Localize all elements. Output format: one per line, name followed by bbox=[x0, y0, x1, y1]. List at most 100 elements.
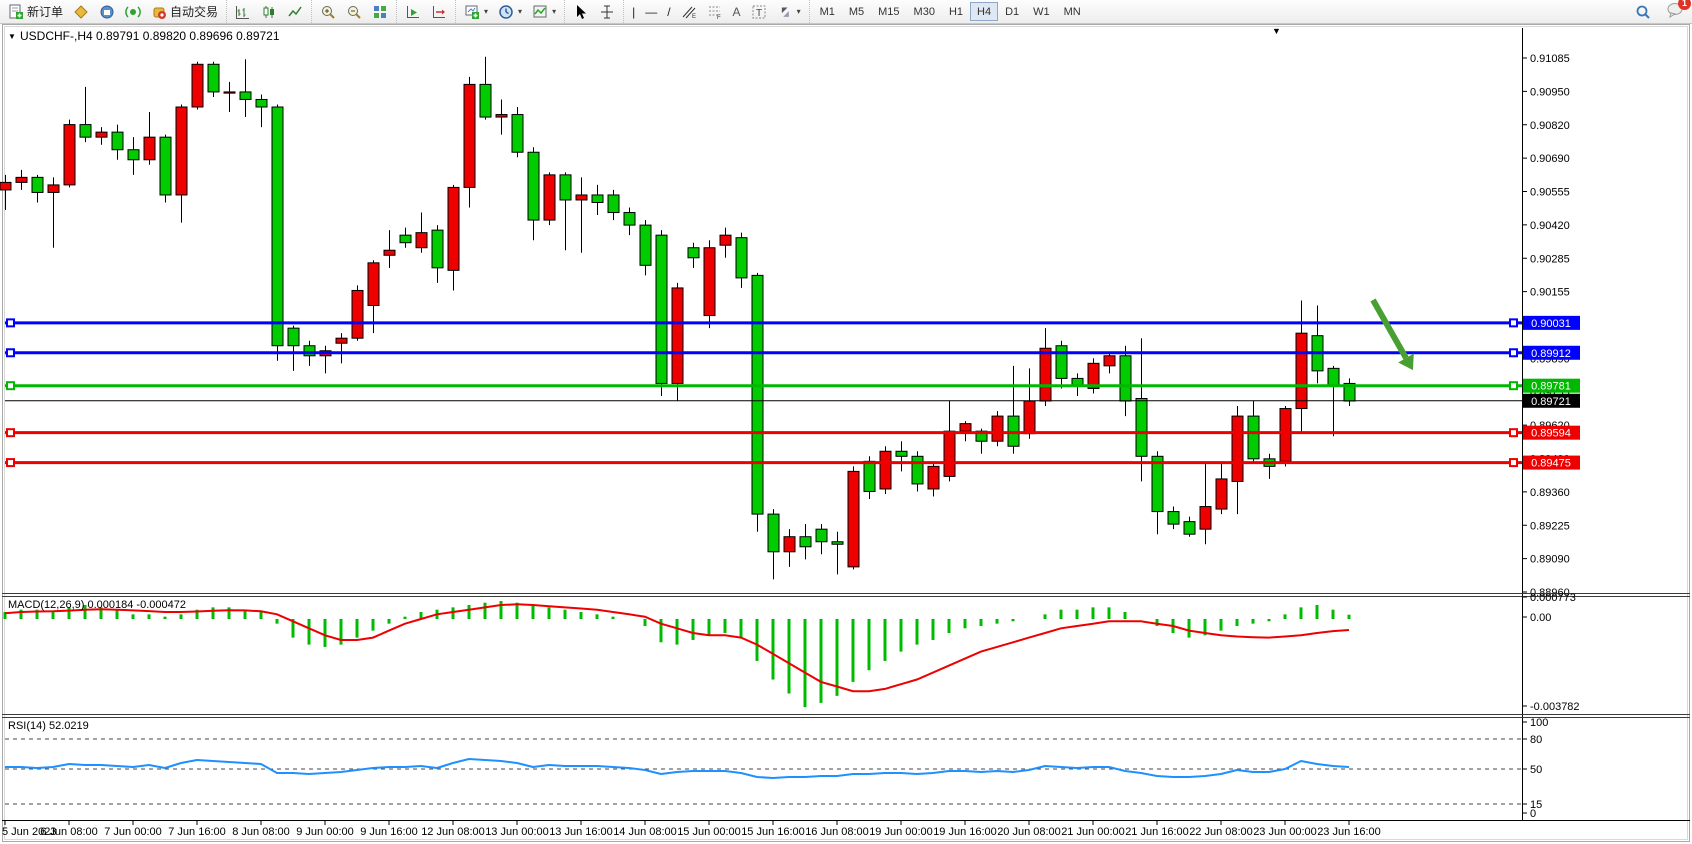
auto-scroll-button[interactable] bbox=[400, 2, 426, 21]
time-tick-label: 23 Jun 16:00 bbox=[1317, 826, 1381, 838]
line-chart-button[interactable] bbox=[282, 2, 308, 21]
timeframe-h1-button[interactable]: H1 bbox=[942, 2, 970, 21]
bar-chart-icon bbox=[236, 5, 250, 19]
candle-bearish bbox=[31, 176, 44, 193]
metaeditor-button[interactable] bbox=[94, 2, 120, 21]
time-tick-label: 19 Jun 16:00 bbox=[933, 826, 997, 838]
candle-bullish bbox=[223, 91, 236, 94]
horizontal-line-object[interactable]: 0.89475 bbox=[5, 455, 1580, 470]
horizontal-line-object[interactable]: 0.89594 bbox=[5, 425, 1580, 440]
arrow-object[interactable] bbox=[1370, 298, 1414, 371]
time-tick-label: 16 Jun 08:00 bbox=[805, 826, 869, 838]
search-button[interactable] bbox=[1630, 2, 1656, 21]
line-handle bbox=[1509, 458, 1518, 468]
new-chart-button[interactable]: ▾ bbox=[459, 2, 493, 21]
pane-separator[interactable] bbox=[2, 593, 1690, 597]
timeframe-m5-button[interactable]: M5 bbox=[842, 2, 871, 21]
candle-bearish bbox=[975, 430, 988, 442]
channel-button[interactable]: E bbox=[676, 2, 702, 21]
time-tick-label: 5 Jun 2023 bbox=[2, 826, 56, 838]
market-button[interactable] bbox=[68, 2, 94, 21]
dropdown-arrow-icon: ▾ bbox=[796, 7, 801, 16]
toolbar-group-timeframes: M1 M5 M15 M30 H1 H4 D1 W1 MN bbox=[808, 0, 1091, 23]
horizontal-line-object[interactable]: 0.89912 bbox=[5, 345, 1580, 360]
autotrading-icon bbox=[153, 7, 167, 19]
timeframe-mn-button[interactable]: MN bbox=[1057, 2, 1088, 21]
candle-bearish bbox=[687, 247, 700, 259]
line-handle bbox=[6, 348, 15, 358]
time-tick-label: 7 Jun 00:00 bbox=[104, 826, 162, 838]
timeframe-h4-button[interactable]: H4 bbox=[970, 2, 999, 21]
bid-price-badge-label: 0.89721 bbox=[1531, 396, 1571, 408]
time-tick-label: 15 Jun 00:00 bbox=[677, 826, 741, 838]
indicators-button[interactable]: ▾ bbox=[527, 2, 561, 21]
horizontal-line-object[interactable]: 0.89781 bbox=[5, 378, 1580, 393]
timeframe-m1-button[interactable]: M1 bbox=[813, 2, 842, 21]
rsi-axis-label: 50 bbox=[1530, 764, 1542, 776]
chat-button[interactable]: 1 bbox=[1666, 0, 1691, 21]
timeframe-m30-button[interactable]: M30 bbox=[907, 2, 942, 21]
chart-shift-marker-icon: ▼ bbox=[1272, 26, 1281, 36]
candle-bullish bbox=[575, 194, 588, 201]
zoom-out-button[interactable] bbox=[341, 2, 367, 21]
metaeditor-icon bbox=[100, 5, 114, 18]
time-tick-label: 22 Jun 08:00 bbox=[1189, 826, 1253, 838]
candle-bullish bbox=[143, 136, 156, 161]
price-line-badge bbox=[1523, 345, 1580, 360]
vertical-line-button[interactable]: | bbox=[627, 2, 640, 21]
toolbar-group-zoom bbox=[311, 0, 396, 23]
trendline-button[interactable]: / bbox=[662, 2, 675, 21]
price-line-badge-label: 0.89912 bbox=[1531, 348, 1571, 360]
chart-title: ▼ USDCHF-,H4 0.89791 0.89820 0.89696 0.89… bbox=[8, 26, 1281, 43]
dropdown-arrow-icon: ▾ bbox=[552, 7, 557, 16]
candle-bullish bbox=[351, 289, 364, 339]
signals-button[interactable] bbox=[120, 2, 146, 21]
timeframe-m15-button[interactable]: M15 bbox=[871, 2, 906, 21]
crosshair-button[interactable] bbox=[594, 2, 620, 21]
timeframe-d1-button[interactable]: D1 bbox=[998, 2, 1026, 21]
candle-bearish bbox=[623, 212, 636, 226]
text-button[interactable]: A bbox=[728, 2, 746, 21]
line-handle bbox=[1509, 348, 1518, 358]
fibonacci-button[interactable]: F bbox=[702, 2, 728, 21]
line-handle bbox=[6, 458, 15, 468]
candle-bullish bbox=[95, 131, 108, 138]
timeframe-w1-button[interactable]: W1 bbox=[1026, 2, 1057, 21]
trendline-icon: / bbox=[667, 4, 671, 19]
candle-bullish bbox=[1279, 408, 1292, 462]
horizontal-line-object[interactable]: 0.90031 bbox=[5, 315, 1580, 330]
bid-price-badge bbox=[1523, 393, 1580, 408]
tile-windows-button[interactable] bbox=[367, 2, 393, 21]
chart-shift-button[interactable] bbox=[426, 2, 452, 21]
candlestick-chart-button[interactable] bbox=[256, 2, 282, 21]
candle-bullish bbox=[927, 465, 940, 490]
bar-chart-button[interactable] bbox=[230, 2, 256, 21]
price-line-badge-label: 0.89594 bbox=[1531, 428, 1571, 440]
pane-separator[interactable] bbox=[2, 714, 1690, 718]
cursor-button[interactable] bbox=[568, 2, 594, 21]
candlestick-chart-icon bbox=[263, 5, 275, 18]
zoom-in-button[interactable] bbox=[315, 2, 341, 21]
candle-bullish bbox=[367, 262, 380, 307]
candle-bullish bbox=[415, 232, 428, 249]
candle-bullish bbox=[15, 176, 28, 183]
candle-bearish bbox=[735, 237, 748, 279]
price-line-badge-label: 0.90031 bbox=[1531, 318, 1571, 330]
time-tick-label: 21 Jun 00:00 bbox=[1061, 826, 1125, 838]
new-chart-icon bbox=[465, 5, 480, 19]
candle-bearish bbox=[479, 83, 492, 118]
new-order-button[interactable]: 新订单 bbox=[3, 2, 68, 21]
arrows-button[interactable]: ▾ bbox=[772, 2, 806, 21]
horizontal-line-icon: — bbox=[645, 4, 658, 19]
autotrading-button[interactable]: 自动交易 bbox=[146, 2, 223, 21]
candle-bullish bbox=[47, 184, 60, 193]
text-label-button[interactable]: T bbox=[746, 2, 772, 21]
candle-bullish bbox=[847, 470, 860, 568]
candle-bearish bbox=[815, 528, 828, 543]
profiles-button[interactable]: ▾ bbox=[493, 2, 527, 21]
horizontal-line-button[interactable]: — bbox=[640, 2, 662, 21]
time-tick-label: 20 Jun 08:00 bbox=[997, 826, 1061, 838]
candle-bearish bbox=[287, 327, 300, 347]
